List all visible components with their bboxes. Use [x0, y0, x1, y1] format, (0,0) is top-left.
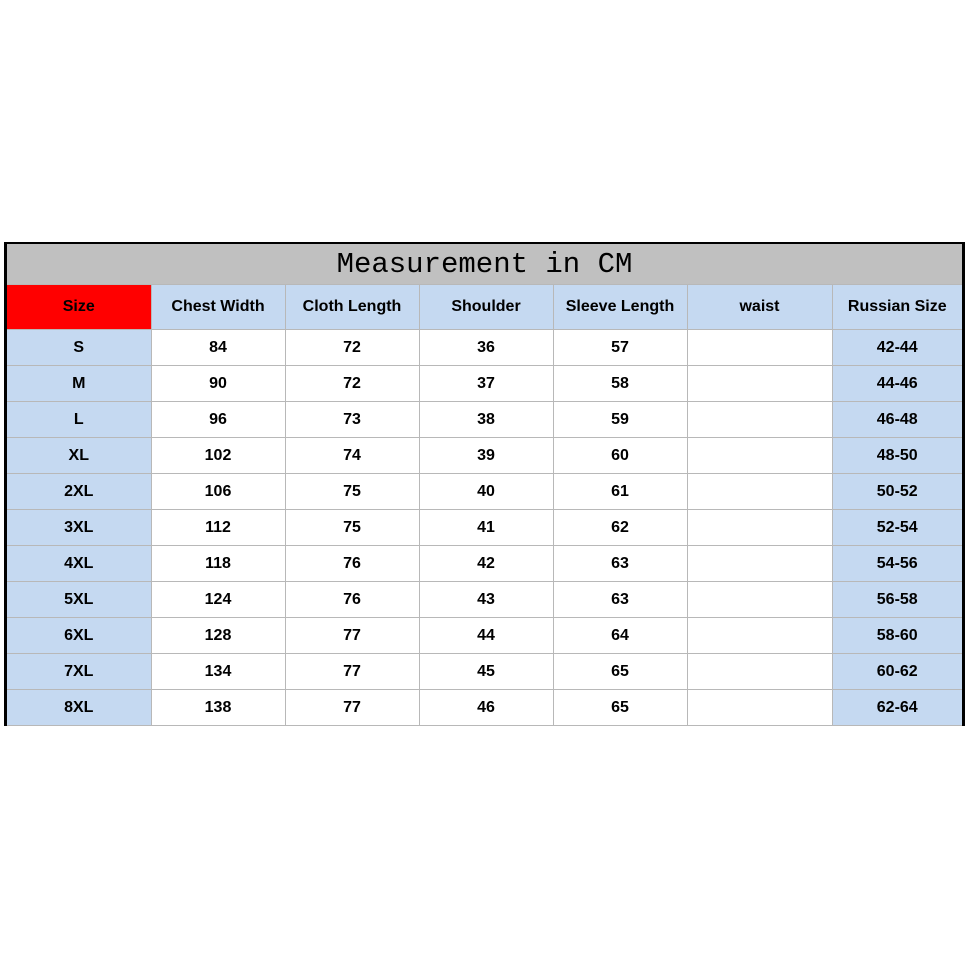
measurement-cell [686, 329, 833, 366]
column-header: Size [7, 284, 152, 330]
measurement-cell: 46 [418, 689, 554, 726]
measurement-cell: 63 [552, 581, 688, 618]
measurement-cell: 90 [150, 365, 286, 402]
measurement-cell: 45 [418, 653, 554, 690]
measurement-cell [686, 509, 833, 546]
measurement-cell: 128 [150, 617, 286, 654]
measurement-cell [686, 545, 833, 582]
measurement-cell [686, 401, 833, 438]
measurement-cell [686, 365, 833, 402]
table-row: 6XL 128 77 44 64 58-60 [7, 617, 962, 654]
size-cell: 7XL [7, 653, 152, 690]
russian-size-cell: 54-56 [831, 545, 962, 582]
measurement-cell [686, 473, 833, 510]
size-chart: Measurement in CM Size Chest Width Cloth L… [4, 242, 965, 726]
measurement-cell: 73 [284, 401, 420, 438]
measurement-cell: 75 [284, 509, 420, 546]
measurement-cell [686, 653, 833, 690]
measurement-cell: 77 [284, 617, 420, 654]
table-row: S 84 72 36 57 42-44 [7, 329, 962, 366]
russian-size-cell: 50-52 [831, 473, 962, 510]
table-row: L 96 73 38 59 46-48 [7, 401, 962, 438]
column-header: Cloth Length [284, 284, 420, 330]
size-cell: 8XL [7, 689, 152, 726]
size-cell: S [7, 329, 152, 366]
measurement-cell: 84 [150, 329, 286, 366]
measurement-cell: 72 [284, 365, 420, 402]
table-row: M 90 72 37 58 44-46 [7, 365, 962, 402]
measurement-cell: 96 [150, 401, 286, 438]
size-cell: 6XL [7, 617, 152, 654]
measurement-cell: 112 [150, 509, 286, 546]
measurement-cell: 62 [552, 509, 688, 546]
measurement-cell: 58 [552, 365, 688, 402]
measurement-cell: 65 [552, 653, 688, 690]
size-cell: XL [7, 437, 152, 474]
measurement-cell: 106 [150, 473, 286, 510]
table-row: 7XL 134 77 45 65 60-62 [7, 653, 962, 690]
russian-size-cell: 62-64 [831, 689, 962, 726]
measurement-cell: 72 [284, 329, 420, 366]
russian-size-cell: 48-50 [831, 437, 962, 474]
column-header: Russian Size [831, 284, 962, 330]
measurement-cell: 75 [284, 473, 420, 510]
measurement-cell: 42 [418, 545, 554, 582]
measurement-cell: 39 [418, 437, 554, 474]
size-cell: M [7, 365, 152, 402]
table-row: 3XL 112 75 41 62 52-54 [7, 509, 962, 546]
size-cell: 5XL [7, 581, 152, 618]
measurement-cell: 63 [552, 545, 688, 582]
table-row: 8XL 138 77 46 65 62-64 [7, 689, 962, 726]
measurement-cell [686, 617, 833, 654]
measurement-cell: 61 [552, 473, 688, 510]
measurement-cell: 37 [418, 365, 554, 402]
measurement-cell: 38 [418, 401, 554, 438]
russian-size-cell: 42-44 [831, 329, 962, 366]
column-header: Chest Width [150, 284, 286, 330]
table-row: 2XL 106 75 40 61 50-52 [7, 473, 962, 510]
table-row: 4XL 118 76 42 63 54-56 [7, 545, 962, 582]
table-row: 5XL 124 76 43 63 56-58 [7, 581, 962, 618]
measurement-cell: 41 [418, 509, 554, 546]
size-cell: 3XL [7, 509, 152, 546]
measurement-cell [686, 581, 833, 618]
measurement-cell: 57 [552, 329, 688, 366]
column-header: Shoulder [418, 284, 554, 330]
measurement-cell: 59 [552, 401, 688, 438]
size-cell: 2XL [7, 473, 152, 510]
measurement-cell: 77 [284, 689, 420, 726]
russian-size-cell: 58-60 [831, 617, 962, 654]
russian-size-cell: 52-54 [831, 509, 962, 546]
measurement-cell: 134 [150, 653, 286, 690]
measurement-cell: 76 [284, 545, 420, 582]
measurement-cell: 138 [150, 689, 286, 726]
measurement-cell: 64 [552, 617, 688, 654]
russian-size-cell: 44-46 [831, 365, 962, 402]
measurement-table: Measurement in CM Size Chest Width Cloth L… [7, 244, 962, 726]
measurement-cell [686, 437, 833, 474]
measurement-cell: 36 [418, 329, 554, 366]
measurement-cell: 44 [418, 617, 554, 654]
column-header: waist [686, 284, 833, 330]
measurement-cell: 60 [552, 437, 688, 474]
russian-size-cell: 46-48 [831, 401, 962, 438]
header-row: Size Chest Width Cloth Length Shoulder Sleev… [7, 284, 962, 330]
table-row: XL 102 74 39 60 48-50 [7, 437, 962, 474]
measurement-cell: 118 [150, 545, 286, 582]
measurement-cell: 65 [552, 689, 688, 726]
measurement-cell: 43 [418, 581, 554, 618]
russian-size-cell: 56-58 [831, 581, 962, 618]
measurement-cell: 77 [284, 653, 420, 690]
table-title: Measurement in CM [7, 244, 962, 285]
measurement-cell: 74 [284, 437, 420, 474]
size-cell: 4XL [7, 545, 152, 582]
measurement-cell [686, 689, 833, 726]
size-cell: L [7, 401, 152, 438]
measurement-cell: 102 [150, 437, 286, 474]
measurement-cell: 40 [418, 473, 554, 510]
measurement-cell: 76 [284, 581, 420, 618]
measurement-cell: 124 [150, 581, 286, 618]
column-header: Sleeve Length [552, 284, 688, 330]
russian-size-cell: 60-62 [831, 653, 962, 690]
